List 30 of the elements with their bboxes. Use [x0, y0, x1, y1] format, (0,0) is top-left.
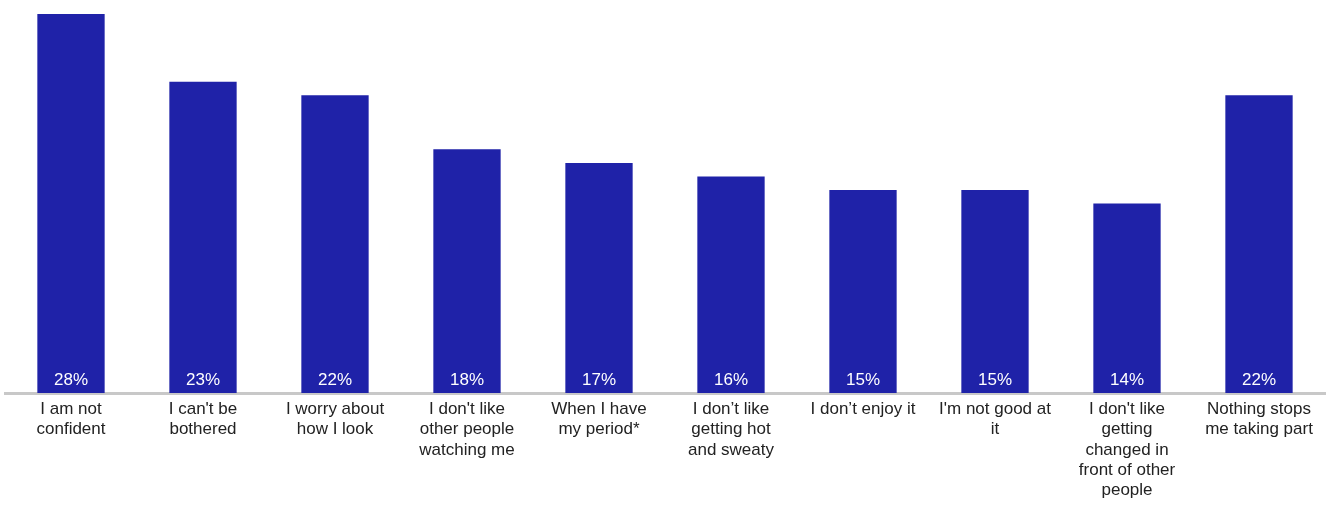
x-tick-label: I worry about how I look: [285, 398, 385, 439]
data-label: 23%: [185, 370, 221, 390]
data-label: 16%: [713, 370, 749, 390]
x-tick-label: I don't like getting changed in front of other people: [1078, 398, 1176, 500]
bar: [961, 189, 1029, 393]
data-label: 22%: [1241, 370, 1277, 390]
x-tick-label: I don’t enjoy it: [810, 398, 916, 418]
data-label: 28%: [53, 370, 89, 390]
x-tick-label: I don’t like getting hot and sweaty: [688, 398, 775, 459]
x-tick-label: Nothing stops me taking part: [1205, 398, 1314, 439]
data-label: 17%: [581, 370, 617, 390]
data-label: 15%: [977, 370, 1013, 390]
x-tick-label: I'm not good at it: [939, 398, 1052, 439]
x-tick-label: I don't like other people watching me: [418, 398, 515, 459]
bar: [565, 162, 633, 393]
x-tick-label: I am not confident: [36, 398, 106, 439]
bar: [301, 95, 369, 393]
bar: [433, 149, 501, 393]
data-label: 15%: [845, 370, 881, 390]
data-label: 18%: [449, 370, 485, 390]
bar: [697, 176, 765, 393]
x-tick-label: When I have my period*: [551, 398, 647, 439]
bar: [1093, 203, 1161, 393]
bar: [1225, 95, 1293, 393]
bar: [829, 189, 897, 393]
bar: [37, 14, 105, 393]
x-tick-label: I can't be bothered: [168, 398, 238, 439]
data-label: 22%: [317, 370, 353, 390]
data-label: 14%: [1109, 370, 1145, 390]
bar: [169, 81, 237, 393]
